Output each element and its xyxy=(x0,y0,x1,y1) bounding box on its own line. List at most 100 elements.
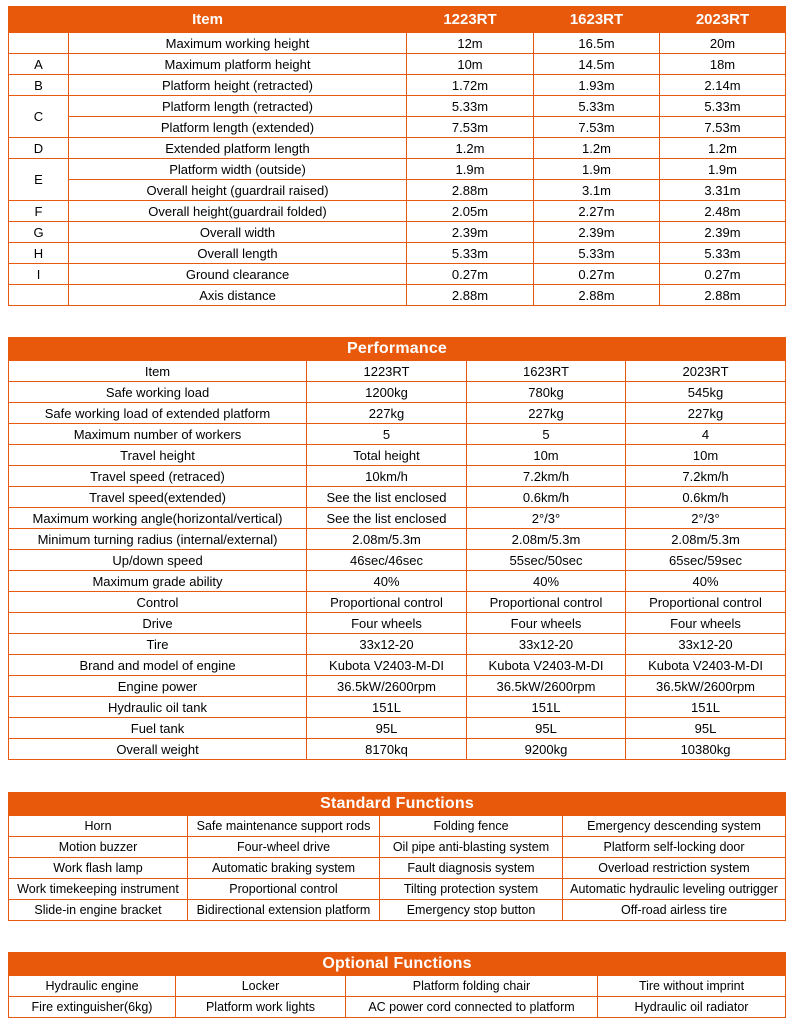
standard-function-value-cell: Tilting protection system xyxy=(379,878,563,900)
dimension-value-cell: 10m xyxy=(406,53,534,75)
standard-function-value-cell: Automatic braking system xyxy=(187,857,380,879)
standard-function-label-cell: Motion buzzer xyxy=(8,836,188,858)
performance-value-cell: Four wheels xyxy=(306,612,467,634)
dimension-value-cell: 1.9m xyxy=(659,158,786,180)
standard-function-value-cell: Overload restriction system xyxy=(561,857,787,879)
table-row: Travel height Total height 10m 10m xyxy=(8,444,787,466)
dimension-value-cell: 2.05m xyxy=(406,200,534,222)
dimension-value-cell: 2.88m xyxy=(406,284,534,306)
performance-value-cell: 1223RT xyxy=(306,360,467,382)
table-row: H Overall length 5.33m 5.33m 5.33m xyxy=(8,242,786,264)
performance-value-cell: 8170kq xyxy=(306,738,467,760)
dimension-value-cell: 1.2m xyxy=(533,137,660,159)
performance-value-cell: 40% xyxy=(624,570,787,592)
performance-title: Performance xyxy=(7,337,787,361)
table-row: Hydraulic oil tank 151L 151L 151L xyxy=(8,696,787,718)
standard-functions-table-body: Horn Safe maintenance support rods Folding… xyxy=(8,815,787,921)
table-row: Overall height (guardrail raised) 2.88m 3.… xyxy=(9,179,786,201)
performance-value-cell: 1200kg xyxy=(306,381,467,403)
table-row: Brand and model of engine Kubota V2403-M-… xyxy=(8,654,787,676)
dimension-label-cell: Maximum platform height xyxy=(68,53,407,75)
dimension-value-cell: 1.72m xyxy=(406,74,534,96)
performance-label-cell: Tire xyxy=(8,633,307,655)
table-row: Slide-in engine bracket Bidirectional ext… xyxy=(8,899,787,921)
optional-functions-table-body: Hydraulic engine Locker Platform folding c… xyxy=(8,975,786,1018)
table-row: Maximum grade ability 40% 40% 40% xyxy=(8,570,787,592)
performance-value-cell: 65sec/59sec xyxy=(624,549,787,571)
dimension-value-cell: 7.53m xyxy=(406,116,534,138)
dimension-value-cell: 2.39m xyxy=(533,221,660,243)
standard-function-value-cell: Oil pipe anti-blasting system xyxy=(379,836,563,858)
table-row: Minimum turning radius (internal/externa… xyxy=(8,528,787,550)
optional-function-label-cell: Fire extinguisher(6kg) xyxy=(8,996,176,1018)
table-row: B Platform height (retracted) 1.72m 1.93m 2.… xyxy=(8,74,786,96)
dimension-letter-cell xyxy=(8,284,69,306)
dimension-letter-cell: A xyxy=(8,53,69,75)
performance-value-cell: Proportional control xyxy=(624,591,787,613)
performance-value-cell: 40% xyxy=(306,570,467,592)
performance-value-cell: 780kg xyxy=(466,381,626,403)
dimension-value-cell: 2.88m xyxy=(533,284,660,306)
performance-value-cell: 33x12-20 xyxy=(306,633,467,655)
performance-value-cell: See the list enclosed xyxy=(306,486,467,508)
performance-value-cell: 227kg xyxy=(624,402,787,424)
performance-value-cell: 46sec/46sec xyxy=(306,549,467,571)
dimension-letter-cell: C xyxy=(8,95,69,138)
performance-value-cell: 10km/h xyxy=(306,465,467,487)
table-row: C Platform length (retracted) 5.33m 5.33m 5.… xyxy=(8,95,786,138)
dimensions-table-body: Maximum working height 12m 16.5m 20m A Maximu… xyxy=(8,32,786,306)
table-row: Motion buzzer Four-wheel drive Oil pipe an… xyxy=(8,836,787,858)
standard-function-value-cell: Four-wheel drive xyxy=(187,836,380,858)
performance-value-cell: 10m xyxy=(466,444,626,466)
performance-value-cell: 95L xyxy=(306,717,467,739)
dimension-value-cell: 18m xyxy=(659,53,786,75)
performance-label-cell: Up/down speed xyxy=(8,549,307,571)
dimension-value-cell: 7.53m xyxy=(659,116,786,138)
optional-functions-table: Optional Functions Hydraulic engine Locke… xyxy=(8,952,786,1018)
performance-label-cell: Drive xyxy=(8,612,307,634)
spec-sheet: Item 1223RT 1623RT 2023RT Maximum workin… xyxy=(0,6,793,1018)
table-row: Platform length (extended) 7.53m 7.53m 7.53… xyxy=(9,116,786,138)
optional-functions-title: Optional Functions xyxy=(8,952,786,976)
performance-label-cell: Safe working load of extended platform xyxy=(8,402,307,424)
performance-value-cell: 55sec/50sec xyxy=(466,549,626,571)
performance-value-cell: 33x12-20 xyxy=(624,633,787,655)
dimension-label-cell: Platform length (extended) xyxy=(68,116,407,138)
dimension-label-cell: Platform height (retracted) xyxy=(68,74,407,96)
standard-function-value-cell: Platform self-locking door xyxy=(561,836,787,858)
performance-value-cell: 95L xyxy=(466,717,626,739)
performance-label-cell: Travel speed(extended) xyxy=(8,486,307,508)
dimension-value-cell: 5.33m xyxy=(406,242,534,264)
table-row: Safe working load 1200kg 780kg 545kg xyxy=(8,381,787,403)
dimension-value-cell: 0.27m xyxy=(533,263,660,285)
table-row: F Overall height(guardrail folded) 2.05m 2.… xyxy=(8,200,786,222)
dimension-label-cell: Extended platform length xyxy=(68,137,407,159)
performance-value-cell: 545kg xyxy=(624,381,787,403)
performance-value-cell: 5 xyxy=(466,423,626,445)
table-row: Maximum working angle(horizontal/vertica… xyxy=(8,507,787,529)
performance-label-cell: Maximum number of workers xyxy=(8,423,307,445)
dimension-letter-cell xyxy=(8,32,69,54)
optional-function-label-cell: Hydraulic engine xyxy=(8,975,176,997)
optional-function-value-cell: AC power cord connected to platform xyxy=(345,996,598,1018)
performance-label-cell: Control xyxy=(8,591,307,613)
table-row: Fuel tank 95L 95L 95L xyxy=(8,717,787,739)
performance-value-cell: 2.08m/5.3m xyxy=(466,528,626,550)
dimension-value-cell: 2.39m xyxy=(406,221,534,243)
dimension-value-cell: 12m xyxy=(406,32,534,54)
table-row: Hydraulic engine Locker Platform folding c… xyxy=(8,975,786,997)
dimensions-header-item: Item xyxy=(8,6,407,33)
dimension-value-cell: 1.93m xyxy=(533,74,660,96)
dimension-value-cell: 14.5m xyxy=(533,53,660,75)
performance-value-cell: 2°/3° xyxy=(624,507,787,529)
performance-label-cell: Item xyxy=(8,360,307,382)
table-row: Engine power 36.5kW/2600rpm 36.5kW/2600rpm… xyxy=(8,675,787,697)
performance-value-cell: 36.5kW/2600rpm xyxy=(466,675,626,697)
dimension-letter-cell: D xyxy=(8,137,69,159)
table-row: E Platform width (outside) 1.9m 1.9m 1.9m xyxy=(8,158,786,201)
standard-function-value-cell: Off-road airless tire xyxy=(561,899,787,921)
performance-value-cell: Kubota V2403-M-DI xyxy=(306,654,467,676)
dimension-value-cell: 20m xyxy=(659,32,786,54)
performance-value-cell: 7.2km/h xyxy=(466,465,626,487)
model-header-2023rt: 2023RT xyxy=(659,6,786,33)
